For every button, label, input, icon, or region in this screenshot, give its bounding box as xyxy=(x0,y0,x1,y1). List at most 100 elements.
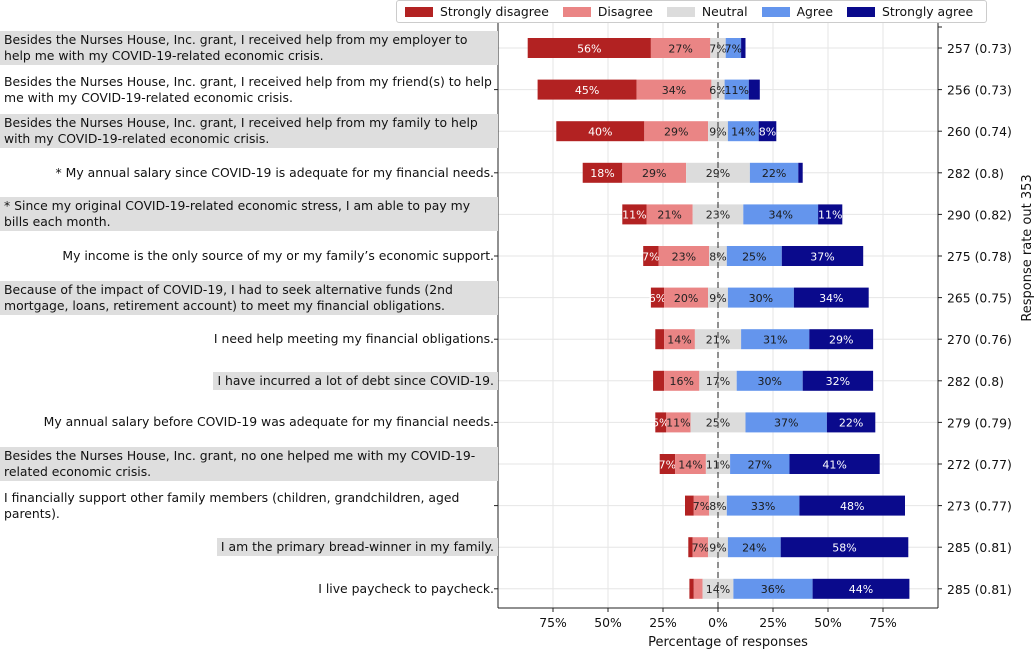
bar-segment-disagree xyxy=(664,329,695,350)
bar-value-label: 11% xyxy=(724,84,748,97)
legend-swatch xyxy=(405,6,433,17)
bar-value-label: 20% xyxy=(674,292,698,305)
bar-segment-strongly-agree xyxy=(748,79,760,100)
bar-value-label: 44% xyxy=(849,583,873,596)
bar-value-label: 22% xyxy=(762,167,786,180)
bar-segment-neutral xyxy=(699,370,737,391)
question-label: Besides the Nurses House, Inc. grant, I … xyxy=(0,114,498,149)
legend-swatch xyxy=(761,6,790,17)
bar-segment-strongly-agree xyxy=(781,246,864,266)
question-label: * My annual salary since COVID-19 is ade… xyxy=(55,164,495,180)
bar-value-label: 8% xyxy=(759,126,776,139)
response-rate-label: 257 (0.73) xyxy=(947,41,1012,56)
bar-segment-strongly-agree xyxy=(758,121,777,142)
bar-segment-strongly-disagree xyxy=(643,246,659,266)
legend-item: Neutral xyxy=(666,4,748,19)
bar-segment-strongly-agree xyxy=(818,204,843,225)
bar-value-label: 7% xyxy=(725,42,742,55)
bar-value-label: 6% xyxy=(709,84,726,97)
bar-segment-strongly-disagree xyxy=(527,38,651,58)
legend-label: Neutral xyxy=(701,4,748,19)
bar-segment-agree xyxy=(726,246,782,266)
bar-value-label: 17% xyxy=(706,375,730,388)
response-rate-label: 273 (0.77) xyxy=(947,499,1012,514)
legend-item: Disagree xyxy=(562,4,653,19)
bar-segment-disagree xyxy=(636,79,712,100)
question-label: Besides the Nurses House, Inc. grant, I … xyxy=(4,73,492,105)
bar-value-label: 30% xyxy=(757,375,781,388)
bar-segment-strongly-disagree xyxy=(688,537,693,558)
bar-value-label: 21% xyxy=(706,334,730,347)
response-rate-label: 279 (0.79) xyxy=(947,415,1012,430)
response-rate-label: 285 (0.81) xyxy=(947,582,1012,597)
bar-value-label: 23% xyxy=(672,250,696,263)
legend-label: Strongly disagree xyxy=(440,4,549,19)
bar-value-label: 14% xyxy=(678,458,702,471)
bar-segment-agree xyxy=(745,412,827,433)
response-rate-label: 285 (0.81) xyxy=(947,540,1012,555)
x-tick-label: 75% xyxy=(539,615,567,630)
bar-value-label: 29% xyxy=(829,334,853,347)
bar-segment-strongly-disagree xyxy=(655,329,665,350)
bar-segment-strongly-agree xyxy=(812,578,910,599)
response-rate-label: 265 (0.75) xyxy=(947,291,1012,306)
bar-value-label: 25% xyxy=(742,250,766,263)
bar-value-label: 37% xyxy=(810,250,834,263)
bar-segment-disagree xyxy=(644,121,709,142)
bar-value-label: 24% xyxy=(742,542,766,555)
bar-segment-strongly-agree xyxy=(799,495,905,516)
bar-segment-neutral xyxy=(711,79,725,100)
bar-segment-agree xyxy=(725,38,742,58)
question-label: I live paycheck to paycheck. xyxy=(318,580,494,596)
bar-segment-strongly-agree xyxy=(798,162,803,183)
bar-segment-agree xyxy=(726,495,800,516)
bar-segment-strongly-disagree xyxy=(655,412,667,433)
bar-value-label: 7% xyxy=(642,250,659,263)
bar-segment-strongly-agree xyxy=(780,537,909,558)
bar-segment-agree xyxy=(743,204,819,225)
bar-value-label: 21% xyxy=(657,209,681,222)
question-label: I financially support other family membe… xyxy=(4,489,460,521)
response-rate-label: 272 (0.77) xyxy=(947,457,1012,472)
bar-segment-strongly-disagree xyxy=(622,204,647,225)
question-label: I am the primary bread-winner in my fami… xyxy=(216,538,498,557)
bar-value-label: 7% xyxy=(659,458,676,471)
response-rate-label: 275 (0.78) xyxy=(947,249,1012,264)
bar-value-label: 40% xyxy=(588,126,612,139)
bar-value-label: 56% xyxy=(577,42,601,55)
bar-value-label: 45% xyxy=(575,84,599,97)
bar-value-label: 58% xyxy=(832,542,856,555)
bar-value-label: 34% xyxy=(819,292,843,305)
bar-value-label: 9% xyxy=(709,292,726,305)
bar-segment-strongly-agree xyxy=(789,454,880,474)
bar-value-label: 27% xyxy=(748,458,772,471)
legend-swatch xyxy=(846,6,875,17)
bar-segment-strongly-agree xyxy=(741,38,746,58)
bar-value-label: 14% xyxy=(667,334,691,347)
legend-label: Disagree xyxy=(597,4,653,19)
bar-value-label: 41% xyxy=(822,458,846,471)
bar-value-label: 18% xyxy=(590,167,614,180)
question-label: Because of the impact of COVID-19, I had… xyxy=(0,280,498,315)
bar-segment-disagree xyxy=(675,454,706,474)
bar-segment-agree xyxy=(749,162,799,183)
response-rate-label: 290 (0.82) xyxy=(947,207,1012,222)
bar-segment-strongly-disagree xyxy=(650,287,665,308)
bar-value-label: 34% xyxy=(768,209,792,222)
question-label: I have incurred a lot of debt since COVI… xyxy=(213,371,498,390)
bar-value-label: 11% xyxy=(666,417,690,430)
bar-value-label: 14% xyxy=(731,126,755,139)
x-tick-label: 50% xyxy=(814,615,842,630)
x-tick-label: 75% xyxy=(869,615,897,630)
bar-segment-strongly-disagree xyxy=(659,454,676,474)
x-axis-title: Percentage of responses xyxy=(648,635,808,650)
bar-segment-strongly-disagree xyxy=(685,495,694,516)
x-tick-label: 25% xyxy=(649,615,677,630)
bar-value-label: 31% xyxy=(763,334,787,347)
bar-segment-strongly-disagree xyxy=(653,370,665,391)
question-label: Besides the Nurses House, Inc. grant, I … xyxy=(0,31,498,65)
bar-segment-disagree xyxy=(692,537,709,558)
x-tick-label: 25% xyxy=(759,615,787,630)
bar-value-label: 27% xyxy=(668,42,692,55)
